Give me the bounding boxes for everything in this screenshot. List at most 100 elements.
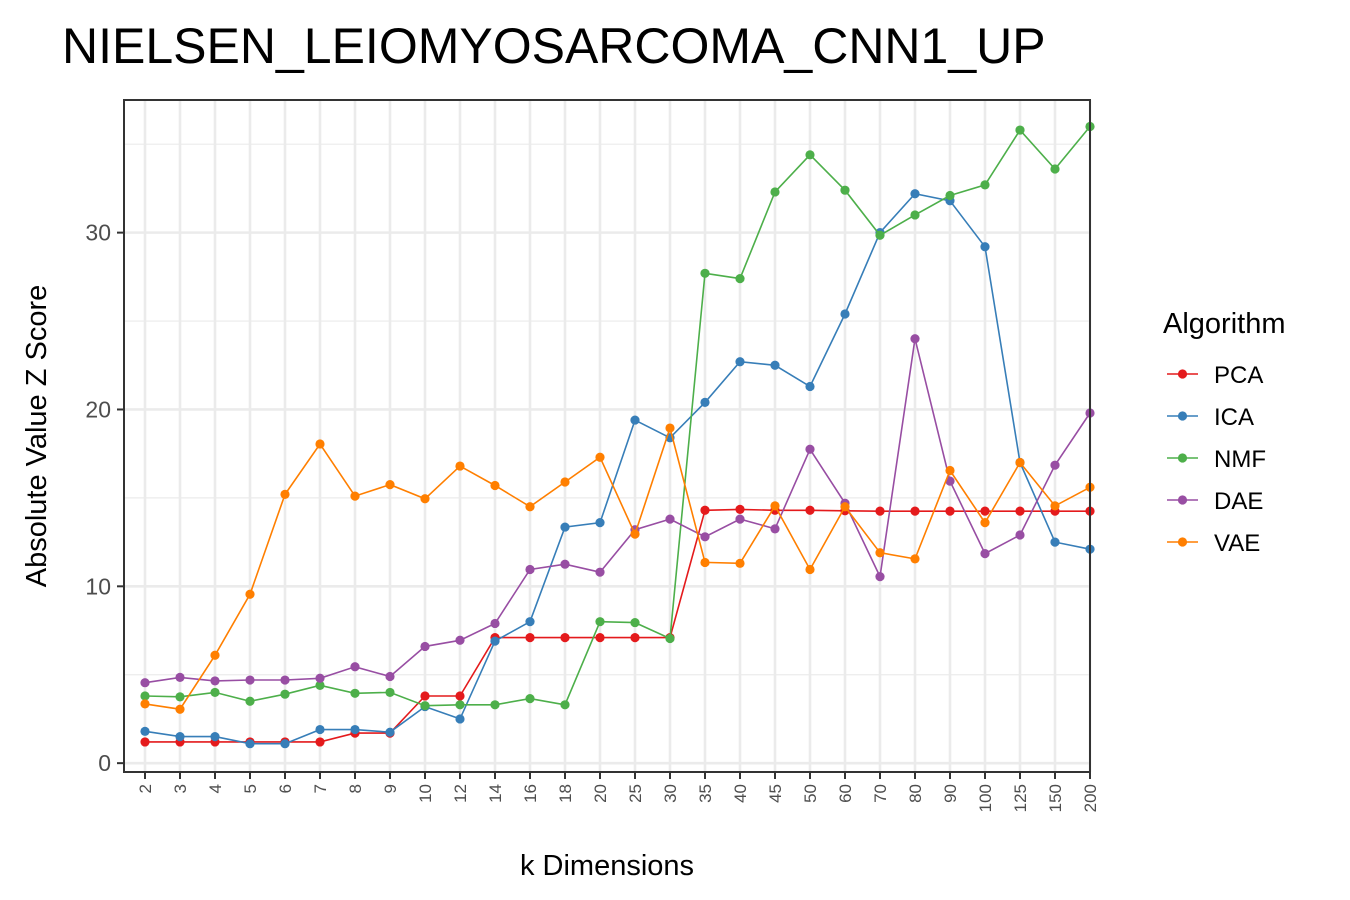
x-tick-label: 9 [381, 784, 400, 793]
data-point [805, 505, 815, 515]
y-tick-label: 20 [85, 396, 111, 422]
data-point [700, 505, 710, 515]
data-point [595, 452, 605, 462]
data-point [455, 635, 465, 645]
data-point [1050, 537, 1060, 547]
data-point [735, 504, 745, 514]
x-tick-label: 7 [311, 784, 330, 793]
data-point [980, 518, 990, 528]
legend-key-point [1177, 411, 1188, 421]
data-point [1050, 164, 1060, 174]
data-point [280, 489, 290, 499]
data-point [455, 691, 465, 701]
data-point [210, 687, 220, 698]
data-point [735, 514, 745, 524]
data-point [805, 381, 815, 392]
data-point [560, 477, 570, 487]
legend-key-point [1177, 537, 1188, 547]
x-tick-label: 125 [1011, 784, 1030, 812]
data-point [140, 699, 150, 709]
legend-item-dae: DAE [1167, 488, 1263, 515]
data-point [525, 633, 535, 643]
data-point [525, 694, 535, 704]
x-tick-label: 200 [1081, 784, 1100, 812]
data-point [840, 185, 850, 195]
data-point [350, 724, 360, 735]
data-point [140, 691, 150, 701]
data-point [525, 502, 535, 512]
legend-item-pca: PCA [1167, 362, 1263, 389]
data-point [980, 180, 990, 190]
data-point [560, 522, 570, 532]
data-point [280, 689, 290, 699]
data-point [280, 675, 290, 685]
x-tick-label: 25 [626, 784, 645, 803]
series-lines [140, 121, 1095, 749]
legend-label: VAE [1214, 530, 1260, 557]
x-tick-label: 80 [906, 784, 925, 803]
data-point [875, 548, 885, 558]
data-point [1015, 125, 1025, 135]
legend-item-vae: VAE [1167, 530, 1260, 557]
data-point [245, 696, 255, 706]
data-point [490, 480, 500, 491]
x-tick-label: 150 [1046, 784, 1065, 812]
data-point [875, 571, 885, 582]
data-point [420, 641, 430, 652]
data-point [490, 618, 500, 629]
series-line-pca [145, 508, 1090, 743]
x-tick-label: 20 [591, 784, 610, 803]
data-point [210, 650, 220, 660]
data-point [980, 242, 990, 252]
data-point [315, 724, 325, 735]
series-vae [140, 423, 1095, 714]
data-point [1015, 530, 1025, 540]
data-point [420, 691, 430, 701]
x-tick-label: 90 [941, 784, 960, 803]
x-tick-label: 6 [276, 784, 295, 793]
data-point [560, 559, 570, 569]
data-point [420, 494, 430, 504]
data-point [805, 564, 815, 575]
data-point [735, 558, 745, 568]
data-point [945, 476, 955, 486]
legend-item-ica: ICA [1167, 404, 1254, 431]
data-point [315, 737, 325, 747]
legend-label: ICA [1214, 404, 1254, 431]
x-tick-label: 50 [801, 784, 820, 803]
data-point [910, 189, 920, 199]
data-point [560, 700, 570, 710]
data-point [980, 506, 990, 516]
data-point [1015, 506, 1025, 516]
data-point [385, 727, 395, 737]
data-point [840, 309, 850, 319]
data-point [945, 465, 955, 476]
x-tick-label: 10 [416, 784, 435, 803]
series-nmf [140, 121, 1095, 711]
data-point [245, 739, 255, 749]
legend-label: PCA [1214, 362, 1263, 389]
data-point [315, 673, 325, 683]
data-point [350, 662, 360, 672]
data-point [175, 672, 185, 682]
data-point [770, 524, 780, 534]
data-point [525, 564, 535, 575]
data-point [175, 692, 185, 702]
x-tick-label: 16 [521, 784, 540, 803]
data-point [385, 687, 395, 698]
data-point [1050, 501, 1060, 511]
x-tick-label: 70 [871, 784, 890, 803]
data-point [770, 187, 780, 197]
data-point [175, 704, 185, 714]
x-tick-label: 12 [451, 784, 470, 803]
series-ica [140, 189, 1095, 749]
data-point [665, 423, 675, 433]
y-tick-label: 0 [98, 750, 111, 776]
legend-label: DAE [1214, 488, 1263, 515]
data-point [245, 589, 255, 599]
data-point [735, 274, 745, 284]
data-point [560, 633, 570, 643]
grid [124, 100, 1092, 772]
data-point [910, 554, 920, 564]
data-point [630, 415, 640, 425]
